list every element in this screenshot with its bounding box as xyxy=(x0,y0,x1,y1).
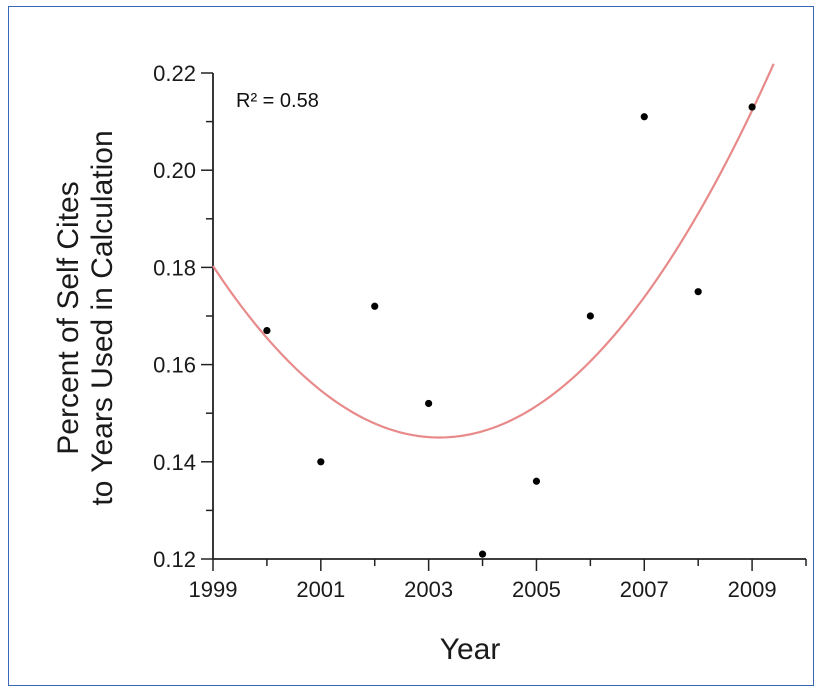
y-axis-title-line2: to Years Used in Calculation xyxy=(86,130,119,505)
fit-curve-group xyxy=(212,63,775,439)
data-point xyxy=(478,550,487,558)
r-squared-annotation: R² = 0.58 xyxy=(236,90,319,112)
data-point xyxy=(694,288,702,296)
data-point xyxy=(425,399,433,408)
x-tick-label: 2007 xyxy=(620,577,669,602)
data-point xyxy=(532,477,541,485)
quadratic-fit-curve xyxy=(212,63,775,439)
y-tick-label: 0.14 xyxy=(153,450,196,475)
y-tick-label: 0.12 xyxy=(153,547,196,572)
x-axis-title: Year xyxy=(440,633,501,666)
ticks: 0.12 0.14 0.16 0.18 0.20 0.22 1999 2001 2003 2005… xyxy=(153,61,807,602)
data-point xyxy=(640,113,648,121)
y-axis-title-line1: Percent of Self Cites xyxy=(52,181,85,454)
x-tick-label: 1999 xyxy=(189,577,238,602)
y-tick-label: 0.16 xyxy=(153,353,196,378)
data-point xyxy=(371,302,379,310)
y-tick-label: 0.20 xyxy=(153,158,196,183)
data-point xyxy=(748,103,756,111)
y-tick-label: 0.22 xyxy=(153,61,196,86)
y-tick-label: 0.18 xyxy=(153,255,196,280)
data-point xyxy=(586,312,594,320)
data-point xyxy=(263,326,271,335)
x-tick-label: 2001 xyxy=(296,577,345,602)
data-points xyxy=(263,103,756,558)
x-tick-label: 2009 xyxy=(728,577,777,602)
data-point xyxy=(317,458,325,466)
x-tick-label: 2003 xyxy=(404,577,453,602)
axes xyxy=(212,73,806,560)
x-tick-label: 2005 xyxy=(512,577,561,602)
